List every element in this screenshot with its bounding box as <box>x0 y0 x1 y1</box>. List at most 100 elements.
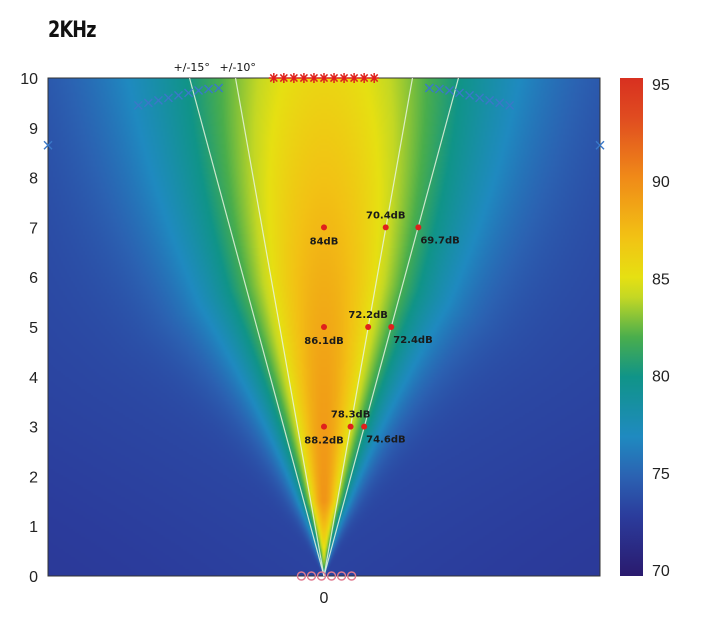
x-stroke <box>444 85 454 95</box>
x-stroke <box>214 83 224 93</box>
measurement-point <box>321 423 327 430</box>
pink-circle-marker <box>346 571 357 581</box>
y-tick-label: 0 <box>29 569 38 586</box>
x-stroke <box>505 100 515 110</box>
measurement-label: 72.2dB <box>348 310 387 321</box>
measurement-label: 74.6dB <box>366 435 405 446</box>
red-star-marker <box>298 73 309 83</box>
x-stroke <box>204 84 214 94</box>
angle-line-10deg <box>234 77 325 577</box>
x-stroke <box>495 98 505 108</box>
red-star-marker <box>369 73 380 83</box>
blue-x-marker <box>454 88 464 98</box>
colorbar-tick-label: 70 <box>652 563 670 580</box>
y-tick-label: 3 <box>29 420 38 437</box>
x-stroke <box>475 93 485 103</box>
blue-x-marker <box>43 140 53 150</box>
blue-x-marker <box>495 98 505 108</box>
measurement-label: 84dB <box>310 236 339 247</box>
angle-label: +/-15° <box>174 61 210 74</box>
blue-x-marker <box>465 90 475 100</box>
blue-x-marker <box>424 83 434 93</box>
x-stroke <box>424 83 434 93</box>
blue-x-marker <box>163 93 173 103</box>
red-star-marker <box>329 73 340 83</box>
x-stroke <box>595 140 605 150</box>
red-star-marker <box>278 73 289 83</box>
blue-x-marker <box>143 98 153 108</box>
colorbar <box>620 78 643 576</box>
star-stroke <box>299 73 308 83</box>
angle-label: +/-10° <box>220 61 256 74</box>
pink-circle-marker <box>326 571 337 581</box>
colorbar-tick-label: 80 <box>652 369 670 386</box>
star-stroke <box>309 73 319 83</box>
blue-x-marker <box>173 90 183 100</box>
y-tick-label: 1 <box>29 519 38 536</box>
measurement-point <box>321 224 327 231</box>
red-star-marker <box>339 73 350 83</box>
pink-circle-marker <box>336 571 347 581</box>
colorbar-tick-label: 75 <box>652 466 670 483</box>
red-star-marker <box>359 73 370 83</box>
x-stroke <box>173 90 183 100</box>
blue-x-marker <box>595 140 605 150</box>
measurement-point <box>415 224 422 231</box>
y-tick-label: 2 <box>29 469 38 486</box>
blue-x-marker <box>194 85 204 95</box>
measurement-label: 88.2dB <box>304 436 343 447</box>
red-star-marker <box>319 73 329 83</box>
measurement-point <box>347 423 354 430</box>
chart-title: 2KHz <box>48 18 96 43</box>
x-stroke <box>454 88 464 98</box>
red-star-marker <box>288 73 299 83</box>
x-stroke <box>143 98 153 108</box>
y-tick-label: 4 <box>29 370 38 387</box>
y-tick-label: 8 <box>29 171 38 188</box>
angle-line-15deg <box>188 77 325 577</box>
pink-circle-marker <box>296 571 307 581</box>
measurement-point <box>365 324 372 330</box>
blue-x-marker <box>444 85 454 95</box>
star-stroke <box>279 73 288 83</box>
star-stroke <box>319 73 329 83</box>
x-stroke <box>485 95 495 105</box>
measurement-label: 86.1dB <box>304 336 343 347</box>
y-tick-label: 6 <box>29 270 38 287</box>
measurement-label: 72.4dB <box>393 335 432 346</box>
red-star-marker <box>308 73 319 83</box>
x-stroke <box>184 88 194 98</box>
blue-x-marker <box>184 88 194 98</box>
y-tick-label: 7 <box>29 220 38 237</box>
star-stroke <box>269 73 278 83</box>
x-stroke <box>133 100 143 110</box>
star-stroke <box>370 73 379 83</box>
blue-x-marker <box>475 93 485 103</box>
x-stroke <box>163 93 173 103</box>
measurement-label: 69.7dB <box>420 235 459 246</box>
blue-x-marker <box>204 84 214 94</box>
blue-x-marker <box>434 84 444 94</box>
y-tick-label: 9 <box>29 121 38 138</box>
measurement-point <box>321 324 327 330</box>
pink-circle-marker <box>306 571 317 581</box>
blue-x-marker <box>153 95 163 105</box>
colorbar-tick-label: 95 <box>652 77 670 94</box>
colorbar-tick-label: 85 <box>652 271 670 288</box>
star-stroke <box>329 73 339 83</box>
measurement-label: 70.4dB <box>366 210 405 221</box>
star-stroke <box>350 73 359 83</box>
red-star-marker <box>268 73 279 83</box>
measurement-point <box>388 324 395 330</box>
colorbar-tick-label: 90 <box>652 174 670 191</box>
blue-x-marker <box>214 83 224 93</box>
x-stroke <box>194 85 204 95</box>
blue-x-marker <box>133 100 143 110</box>
measurement-point <box>382 224 389 231</box>
x-tick-label: 0 <box>320 590 329 607</box>
red-star-marker <box>349 73 360 83</box>
pink-circle-marker <box>316 571 327 581</box>
y-tick-label: 10 <box>20 71 38 88</box>
blue-x-marker <box>505 100 515 110</box>
